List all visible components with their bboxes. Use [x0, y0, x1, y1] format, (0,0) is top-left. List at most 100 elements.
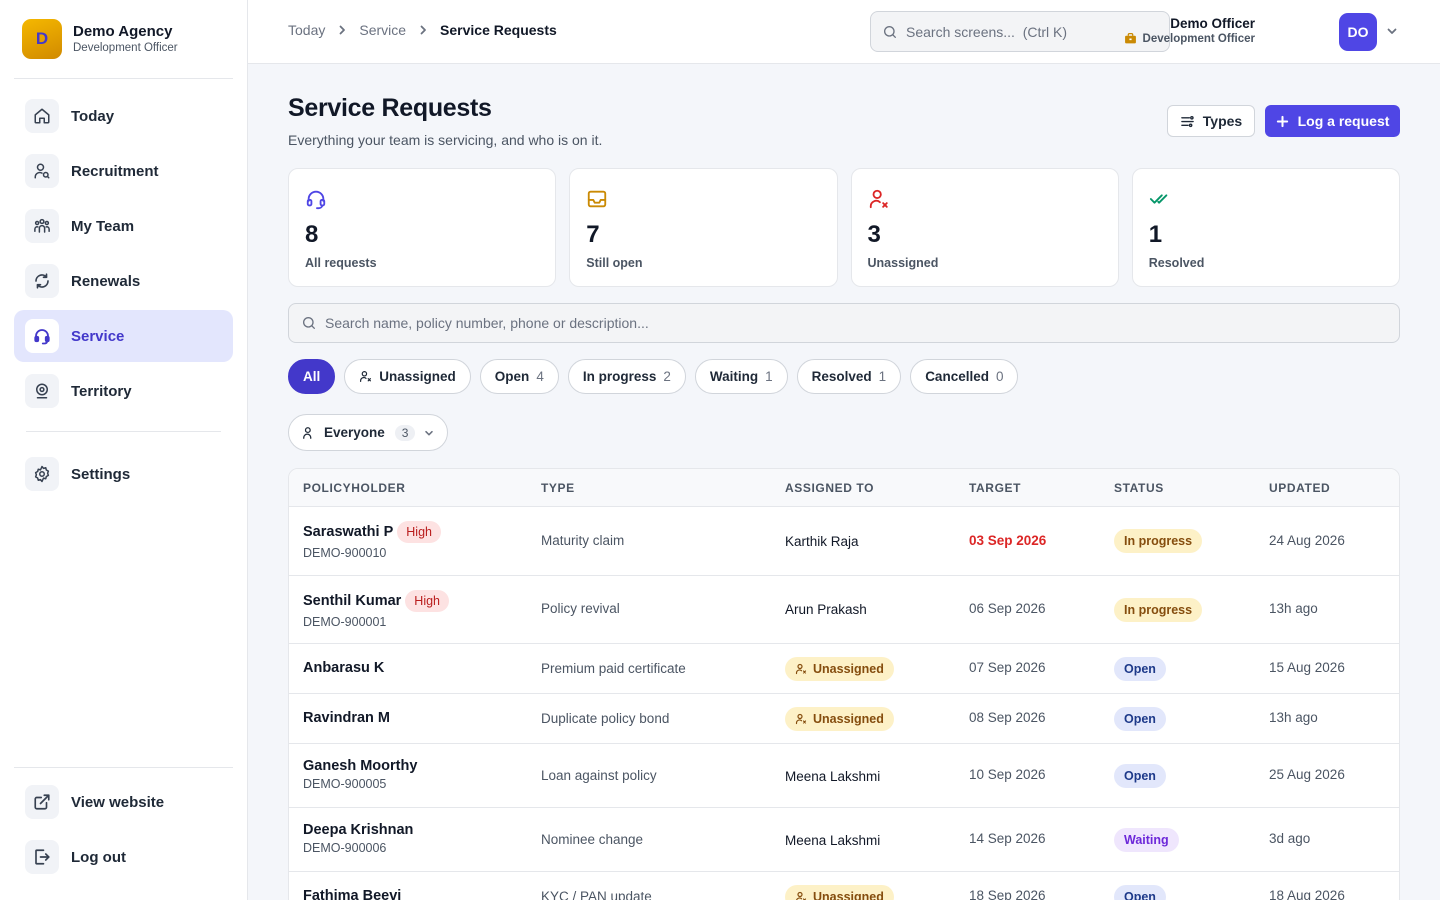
gear-icon: [25, 457, 59, 491]
table-row[interactable]: Fathima Beevi KYC / PAN update Unassigne…: [289, 872, 1399, 900]
policy-number: DEMO-900006: [303, 841, 387, 855]
stat-label: All requests: [305, 256, 377, 270]
column-header-updated[interactable]: UPDATED: [1269, 481, 1331, 495]
screen-search[interactable]: [870, 11, 1170, 52]
status-badge: Open: [1114, 707, 1166, 731]
breadcrumb-current: Service Requests: [440, 22, 557, 38]
updated-time: 24 Aug 2026: [1269, 533, 1345, 548]
chevron-down-icon[interactable]: [1385, 24, 1399, 38]
sidebar-item-recruitment[interactable]: Recruitment: [14, 145, 233, 197]
updated-time: 13h ago: [1269, 601, 1318, 616]
chip-label: Waiting: [709, 369, 759, 384]
search-icon: [301, 315, 317, 331]
table-row[interactable]: Anbarasu K Premium paid certificate Unas…: [289, 644, 1399, 694]
assignee-dropdown-label: Everyone: [324, 425, 385, 440]
brand-role: Development Officer: [73, 42, 178, 54]
updated-time: 25 Aug 2026: [1269, 767, 1345, 782]
chip-resolved[interactable]: Resolved 1: [796, 359, 902, 394]
search-icon: [882, 24, 898, 40]
stat-card-resolved[interactable]: 1 Resolved: [1131, 168, 1400, 287]
logout-icon: [25, 840, 59, 874]
team-icon: [25, 209, 59, 243]
brand-logo: D: [22, 19, 62, 59]
sidebar-item-label: View website: [71, 793, 165, 811]
target-date: 03 Sep 2026: [969, 533, 1047, 548]
external-link-icon: [25, 785, 59, 819]
headset-icon: [305, 188, 327, 210]
assignee-dropdown[interactable]: Everyone 3: [288, 414, 449, 451]
chip-label: Resolved: [811, 369, 872, 384]
table-header: POLICYHOLDER TYPE ASSIGNED TO TARGET STA…: [289, 469, 1399, 507]
unassigned-label: Unassigned: [813, 712, 884, 726]
request-search[interactable]: [288, 303, 1400, 343]
request-type: Duplicate policy bond: [541, 711, 670, 726]
table-row[interactable]: Ganesh Moorthy DEMO-900005 Loan against …: [289, 744, 1399, 808]
chip-in-progress[interactable]: In progress 2: [567, 359, 686, 394]
sidebar-item-territory[interactable]: Territory: [14, 365, 233, 417]
avatar[interactable]: DO: [1339, 13, 1377, 51]
unassigned-badge: Unassigned: [785, 885, 894, 900]
unassigned-badge: Unassigned: [785, 657, 894, 681]
stat-label: Unassigned: [867, 256, 939, 270]
user-menu[interactable]: Demo Officer Development Officer DO: [1124, 12, 1432, 52]
sidebar-item-settings[interactable]: Settings: [14, 448, 233, 500]
sidebar-item-label: Service: [71, 327, 125, 345]
column-header-target[interactable]: TARGET: [969, 481, 1022, 495]
policy-number: DEMO-900005: [303, 777, 387, 791]
chip-label: All: [303, 369, 321, 384]
sidebar-nav: Today Recruitment My Team Renewals Servi…: [14, 90, 233, 503]
status-badge: Waiting: [1114, 828, 1179, 852]
chevron-down-icon: [425, 430, 434, 435]
status-badge: Open: [1114, 764, 1166, 788]
request-search-input[interactable]: [325, 315, 1325, 331]
user-role: Development Officer: [1124, 32, 1255, 45]
sidebar-item-view-website[interactable]: View website: [14, 776, 233, 828]
policyholder-cell: Anbarasu K: [303, 660, 384, 676]
chip-count: 1: [878, 369, 887, 384]
sidebar-item-label: Recruitment: [71, 162, 159, 180]
chip-open[interactable]: Open 4: [479, 359, 559, 394]
breadcrumb-service[interactable]: Service: [359, 22, 407, 38]
chip-waiting[interactable]: Waiting 1: [694, 359, 788, 394]
table-row[interactable]: Senthil Kumar High DEMO-900001 Policy rev…: [289, 576, 1399, 644]
table-row[interactable]: Saraswathi P High DEMO-900010 Maturity cl…: [289, 507, 1399, 576]
chip-all[interactable]: All: [288, 359, 336, 394]
user-icon: [359, 370, 379, 383]
breadcrumb-today[interactable]: Today: [288, 22, 326, 38]
log-request-button[interactable]: Log a request: [1265, 105, 1400, 137]
types-button[interactable]: Types: [1167, 105, 1255, 137]
assigned-to: Meena Lakshmi: [785, 833, 881, 848]
column-header-policyholder[interactable]: POLICYHOLDER: [303, 481, 406, 495]
sidebar-item-label: My Team: [71, 217, 135, 235]
map-pin-icon: [25, 374, 59, 408]
sidebar-item-service[interactable]: Service: [14, 310, 233, 362]
chip-cancelled[interactable]: Cancelled 0: [910, 359, 1019, 394]
sidebar-item-renewals[interactable]: Renewals: [14, 255, 233, 307]
double-check-icon: [1149, 188, 1171, 210]
user-role-text: Development Officer: [1142, 32, 1255, 45]
column-header-assigned[interactable]: ASSIGNED TO: [785, 481, 875, 495]
policyholder-name: Deepa Krishnan: [303, 822, 414, 838]
sidebar-item-my-team[interactable]: My Team: [14, 200, 233, 252]
user-name: Demo Officer: [1170, 16, 1255, 31]
column-header-status[interactable]: STATUS: [1114, 481, 1164, 495]
sidebar-item-logout[interactable]: Log out: [14, 831, 233, 883]
table-row[interactable]: Ravindran M Duplicate policy bond Unassi…: [289, 694, 1399, 744]
assigned-to: Meena Lakshmi: [785, 769, 881, 784]
sidebar-item-today[interactable]: Today: [14, 90, 233, 142]
stat-card-open[interactable]: 7 Still open: [569, 168, 838, 287]
status-cell: In progress: [1114, 529, 1203, 553]
chip-unassigned[interactable]: Unassigned: [344, 359, 471, 394]
brand[interactable]: D Demo Agency Development Officer: [14, 0, 233, 79]
stat-card-all[interactable]: 8 All requests: [288, 168, 557, 287]
table-row[interactable]: Deepa Krishnan DEMO-900006 Nominee chang…: [289, 808, 1399, 872]
status-cell: Open: [1114, 657, 1166, 681]
stat-label: Resolved: [1148, 256, 1205, 270]
screen-search-input[interactable]: [906, 23, 1146, 40]
stat-card-unassigned[interactable]: 3 Unassigned: [850, 168, 1119, 287]
user-icon: [796, 891, 807, 900]
target-date: 07 Sep 2026: [969, 660, 1046, 675]
column-header-type[interactable]: TYPE: [541, 481, 575, 495]
unassigned-label: Unassigned: [813, 662, 884, 676]
user-icon: [303, 426, 312, 439]
